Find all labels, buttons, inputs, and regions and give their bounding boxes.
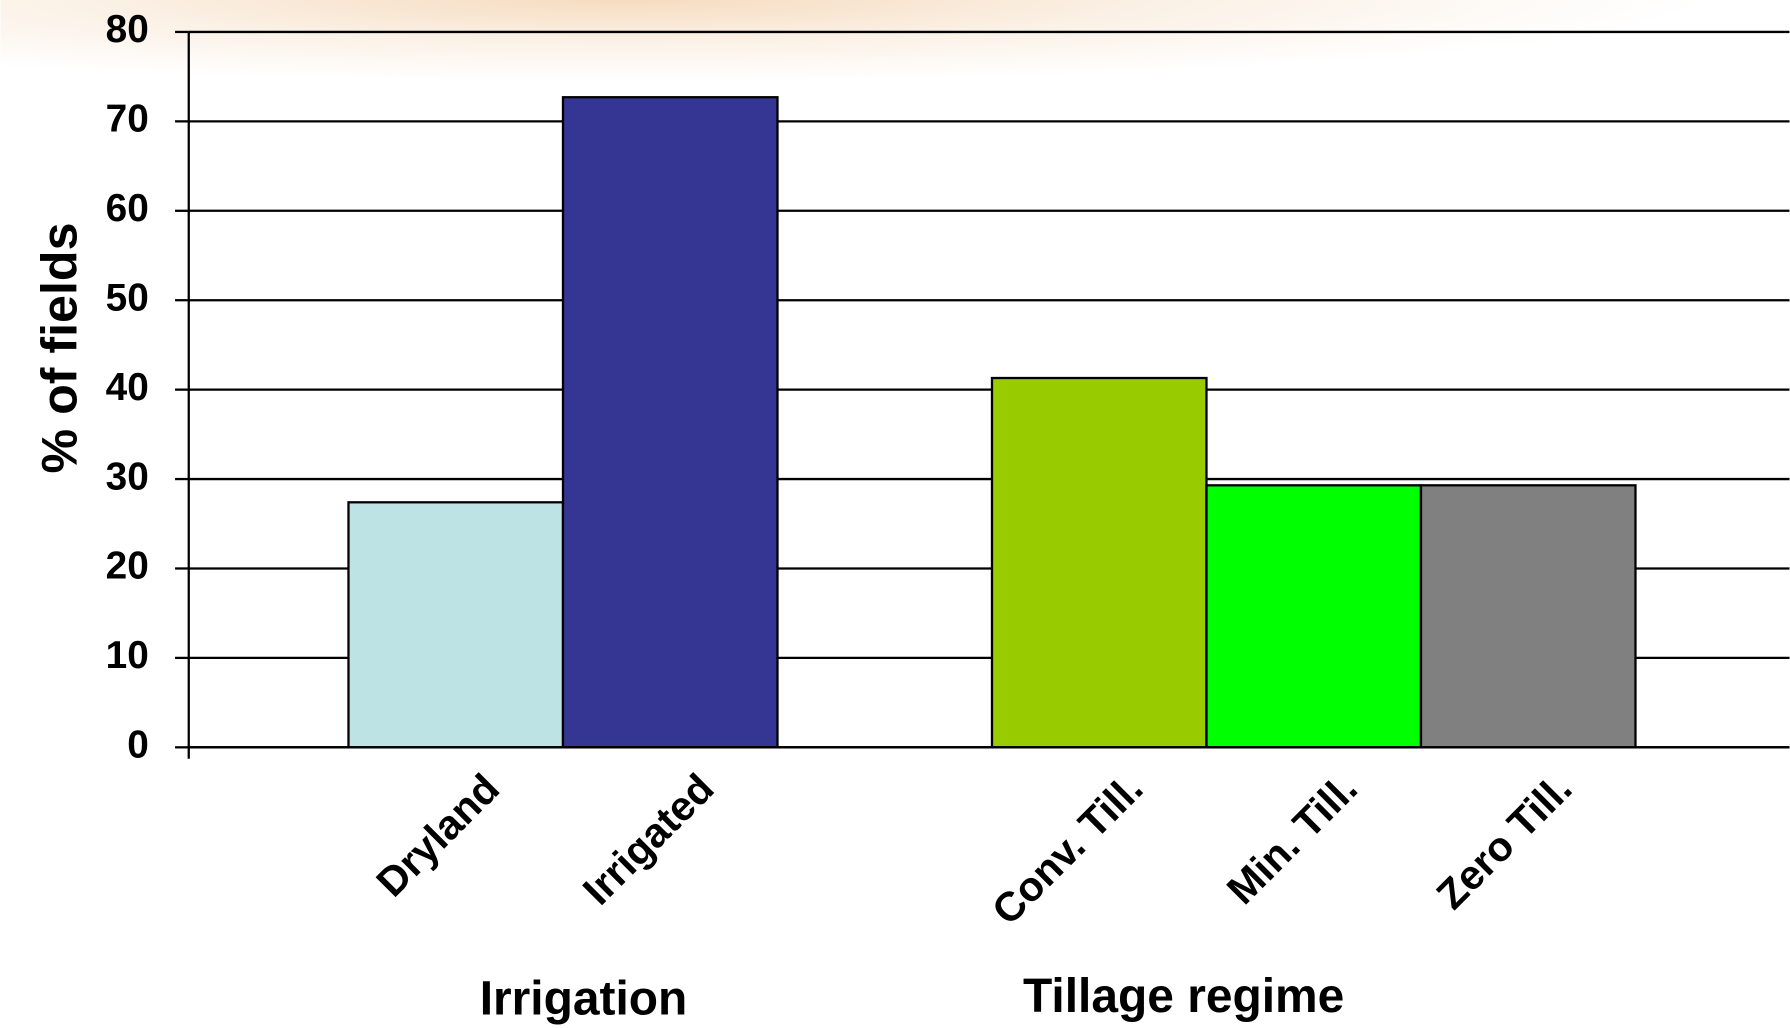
y-tick-label: 0 bbox=[127, 724, 149, 767]
y-tick-label: 60 bbox=[106, 187, 149, 230]
bar bbox=[1419, 484, 1637, 749]
bar bbox=[561, 96, 779, 749]
y-axis-label: % of fields bbox=[32, 223, 88, 474]
y-tick-label: 80 bbox=[106, 8, 149, 51]
x-tick-label: Irrigated bbox=[574, 765, 723, 914]
x-tick-label: Dryland bbox=[367, 765, 508, 906]
y-tick-label: 20 bbox=[106, 545, 149, 588]
bar bbox=[990, 376, 1208, 749]
bar bbox=[347, 501, 565, 749]
y-tick-label: 70 bbox=[106, 98, 149, 141]
y-tick-label: 10 bbox=[106, 634, 149, 677]
y-tick-label: 40 bbox=[106, 366, 149, 409]
x-tick-label: Zero Till. bbox=[1428, 765, 1581, 918]
y-tick-label: 50 bbox=[106, 276, 149, 319]
x-tick-label: Conv. Till. bbox=[983, 765, 1152, 934]
group-label: Tillage regime bbox=[1023, 970, 1344, 1023]
background bbox=[0, 0, 1790, 137]
group-label: Irrigation bbox=[480, 972, 688, 1025]
bar bbox=[1205, 484, 1423, 749]
x-tick-label: Min. Till. bbox=[1218, 765, 1366, 913]
y-tick-label: 30 bbox=[106, 455, 149, 498]
